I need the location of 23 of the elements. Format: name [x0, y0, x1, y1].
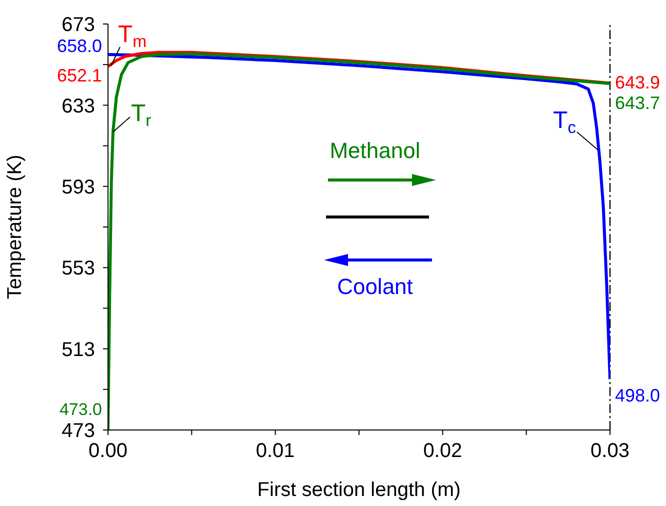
data-label: 643.7 — [615, 92, 660, 113]
x-tick-label: 0.00 — [88, 440, 128, 462]
data-label: 658.0 — [56, 36, 102, 56]
data-label: 643.9 — [615, 72, 660, 92]
y-tick-label: 473 — [62, 420, 95, 442]
series-label: T$_{m}$ — [118, 21, 147, 52]
data-label: 652.1 — [56, 66, 102, 86]
x-tick-label: 0.02 — [423, 440, 462, 462]
y-tick-label: 553 — [62, 258, 95, 280]
y-tick-label: 513 — [62, 338, 95, 361]
data-label: 498.0 — [615, 386, 660, 406]
y-axis-title: Temperature (K) — [4, 154, 26, 300]
y-tick-label: 633 — [62, 95, 95, 118]
annotation: Coolant — [337, 274, 413, 299]
x-tick-label: 0.01 — [256, 440, 295, 462]
y-tick-label: 593 — [62, 176, 95, 198]
x-axis-title: First section length (m) — [257, 479, 461, 501]
series-label: T$_{c}$ — [553, 107, 576, 138]
x-tick-label: 0.03 — [590, 440, 630, 462]
y-tick-label: 673 — [62, 14, 95, 36]
data-label: 473.0 — [59, 400, 102, 419]
series-label: T$_{r}$ — [131, 100, 152, 130]
annotation: Methanol — [330, 138, 420, 163]
